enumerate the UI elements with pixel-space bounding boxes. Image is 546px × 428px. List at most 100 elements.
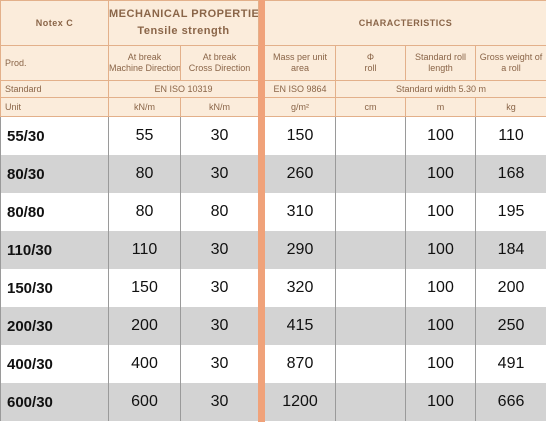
product-row: 200/30 200 30 415 100 250 <box>0 307 546 345</box>
value-cell: 80 <box>108 155 181 193</box>
product-row: 110/30 110 30 290 100 184 <box>0 231 546 269</box>
value-cell: 100 <box>405 231 477 269</box>
value-cell: 100 <box>405 383 477 421</box>
col-header: Gross weight of a roll <box>475 45 546 81</box>
standard-cell: EN ISO 10319 <box>107 80 260 98</box>
value-cell: 400 <box>108 345 181 383</box>
col-header-line: Cross Direction <box>188 63 251 73</box>
product-name: 80/30 <box>0 155 109 193</box>
characteristics-header: CHARACTERISTICS <box>264 0 546 46</box>
standard-label: Standard <box>0 80 109 98</box>
empty-cell <box>335 193 407 231</box>
col-header: At break Cross Direction <box>179 45 260 81</box>
value-cell: 150 <box>108 269 181 307</box>
product-row: 150/30 150 30 320 100 200 <box>0 269 546 307</box>
value-cell: 30 <box>179 231 260 269</box>
col-header-line: Mass per unit <box>273 52 328 62</box>
unit-cell: kN/m <box>179 97 260 117</box>
tensile-title: Tensile strength <box>137 25 230 37</box>
empty-cell <box>335 116 407 155</box>
product-row: 600/30 600 30 1200 100 666 <box>0 383 546 421</box>
col-header-line: Machine Direction <box>109 63 181 73</box>
value-cell: 100 <box>405 345 477 383</box>
product-row: 400/30 400 30 870 100 491 <box>0 345 546 383</box>
unit-cell: g/m² <box>264 97 337 117</box>
value-cell: 200 <box>108 307 181 345</box>
mechanical-title: MECHANICAL PROPERTIES <box>109 8 259 20</box>
product-name: 80/80 <box>0 193 109 231</box>
value-cell: 110 <box>475 116 546 155</box>
value-cell: 30 <box>179 155 260 193</box>
value-cell: 100 <box>405 307 477 345</box>
value-cell: 30 <box>179 345 260 383</box>
value-cell: 30 <box>179 269 260 307</box>
value-cell: 80 <box>108 193 181 231</box>
value-cell: 1200 <box>264 383 337 421</box>
col-header-line: a roll <box>501 63 521 73</box>
value-cell: 310 <box>264 193 337 231</box>
product-name: 110/30 <box>0 231 109 269</box>
col-header: Standard roll length <box>405 45 477 81</box>
value-cell: 30 <box>179 307 260 345</box>
unit-cell: cm <box>335 97 407 117</box>
empty-cell <box>335 307 407 345</box>
col-header-line: Standard roll <box>415 52 467 62</box>
value-cell: 80 <box>179 193 260 231</box>
value-cell: 260 <box>264 155 337 193</box>
value-cell: 100 <box>405 269 477 307</box>
col-header: At break Machine Direction <box>108 45 181 81</box>
col-header-line: length <box>428 63 453 73</box>
unit-cell: kg <box>475 97 546 117</box>
value-cell: 200 <box>475 269 546 307</box>
empty-cell <box>335 269 407 307</box>
value-cell: 168 <box>475 155 546 193</box>
value-cell: 195 <box>475 193 546 231</box>
value-cell: 30 <box>179 383 260 421</box>
col-header-line: roll <box>364 63 377 73</box>
value-cell: 600 <box>108 383 181 421</box>
value-cell: 491 <box>475 345 546 383</box>
value-cell: 250 <box>475 307 546 345</box>
value-cell: 184 <box>475 231 546 269</box>
value-cell: 150 <box>264 116 337 155</box>
table-title: Notex C <box>0 0 109 46</box>
unit-label: Unit <box>0 97 109 117</box>
product-name: 150/30 <box>0 269 109 307</box>
empty-cell <box>335 155 407 193</box>
value-cell: 30 <box>179 116 260 155</box>
value-cell: 100 <box>405 155 477 193</box>
value-cell: 100 <box>405 116 477 155</box>
value-cell: 415 <box>264 307 337 345</box>
col-header-line: Gross weight of <box>479 52 543 62</box>
value-cell: 290 <box>264 231 337 269</box>
unit-cell: kN/m <box>108 97 181 117</box>
col-header-line: At break <box>127 52 162 62</box>
product-name: 55/30 <box>0 116 109 155</box>
product-name: 600/30 <box>0 383 109 421</box>
product-row: 80/80 80 80 310 100 195 <box>0 193 546 231</box>
product-row: 55/30 55 30 150 100 110 <box>0 116 546 155</box>
value-cell: 320 <box>264 269 337 307</box>
product-name: 400/30 <box>0 345 109 383</box>
standard-cell: EN ISO 9864 <box>264 80 337 98</box>
col-header: Mass per unit area <box>264 45 337 81</box>
col-header-line: Φ <box>366 52 375 62</box>
empty-cell <box>335 383 407 421</box>
value-cell: 55 <box>108 116 181 155</box>
product-name: 200/30 <box>0 307 109 345</box>
value-cell: 666 <box>475 383 546 421</box>
value-cell: 870 <box>264 345 337 383</box>
product-row: 80/30 80 30 260 100 168 <box>0 155 546 193</box>
standard-cell: Standard width 5.30 m <box>335 80 546 98</box>
col-header-line: area <box>291 63 310 73</box>
empty-cell <box>335 231 407 269</box>
empty-cell <box>335 345 407 383</box>
mechanical-header: MECHANICAL PROPERTIES Tensile strength <box>107 0 260 46</box>
value-cell: 110 <box>108 231 181 269</box>
prod-label: Prod. <box>0 45 109 81</box>
unit-cell: m <box>405 97 477 117</box>
col-header-line: At break <box>202 52 237 62</box>
